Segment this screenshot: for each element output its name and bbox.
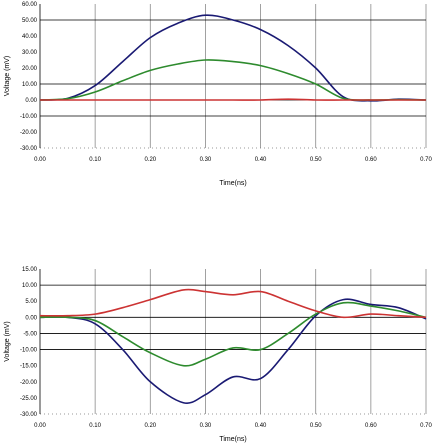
x-tick-label: 0.30 (200, 423, 212, 429)
x-tick-label: 0.20 (144, 157, 156, 163)
y-tick-label: 5.00 (25, 299, 37, 305)
x-tick-label: 0.20 (144, 423, 156, 429)
x-tick-label: 0.10 (89, 423, 101, 429)
x-tick-label: 0.40 (255, 423, 267, 429)
y-tick-label: 15.00 (22, 267, 38, 273)
y-tick-label: -5.00 (23, 331, 37, 337)
voltage-chart-bottom: 15.00 10.00 5.00 0.00 -5.00 -10.00 -15.00 -20.0… (4, 267, 432, 443)
series-line-2 (40, 288, 427, 319)
y-tick-label: 10.00 (22, 82, 38, 88)
y-tick-label: -30.00 (20, 146, 38, 152)
x-tick-label: 0.40 (255, 157, 267, 163)
x-tick-label: 0.60 (365, 157, 377, 163)
voltage-chart-top: 60.00 50.00 40.00 30.00 20.00 10.00 0.00 -10.00… (4, 2, 432, 187)
x-tick-label: 0.50 (310, 423, 322, 429)
x-tick-label: 0.50 (310, 157, 322, 163)
x-tick-label: 0.30 (200, 157, 212, 163)
x-tick-label: 0.70 (420, 423, 432, 429)
y-tick-label: 30.00 (22, 50, 38, 56)
y-tick-label: 0.00 (25, 315, 37, 321)
y-tick-label: 40.00 (22, 34, 38, 40)
y-tick-label: -20.00 (20, 380, 38, 386)
x-tick-label: 0.00 (34, 423, 46, 429)
series-line-2 (40, 98, 426, 101)
x-tick-label: 0.10 (89, 157, 101, 163)
y-tick-label: -10.00 (20, 114, 38, 120)
y-tick-label: -15.00 (20, 364, 38, 370)
y-tick-label: 10.00 (22, 283, 38, 289)
y-tick-label: -25.00 (20, 396, 38, 402)
x-axis-label: Time(ns) (219, 180, 246, 187)
y-tick-label: 20.00 (22, 66, 38, 72)
y-axis-label: Voltage (mV) (4, 56, 11, 96)
y-tick-label: -30.00 (20, 412, 38, 418)
series-line-0 (40, 298, 427, 404)
x-axis-label: Time(ns) (219, 436, 246, 443)
y-tick-label: 60.00 (22, 2, 38, 8)
series-line-0 (40, 14, 427, 102)
series-line-1 (40, 59, 427, 101)
x-tick-label: 0.00 (34, 157, 46, 163)
x-tick-label: 0.60 (365, 423, 377, 429)
y-tick-label: 50.00 (22, 18, 38, 24)
x-tick-label: 0.70 (420, 157, 432, 163)
y-axis-label: Voltage (mV) (4, 321, 11, 361)
series-line-1 (40, 301, 427, 367)
y-tick-label: 0.00 (25, 98, 37, 104)
y-tick-label: -10.00 (20, 348, 38, 354)
y-tick-label: -20.00 (20, 130, 38, 136)
